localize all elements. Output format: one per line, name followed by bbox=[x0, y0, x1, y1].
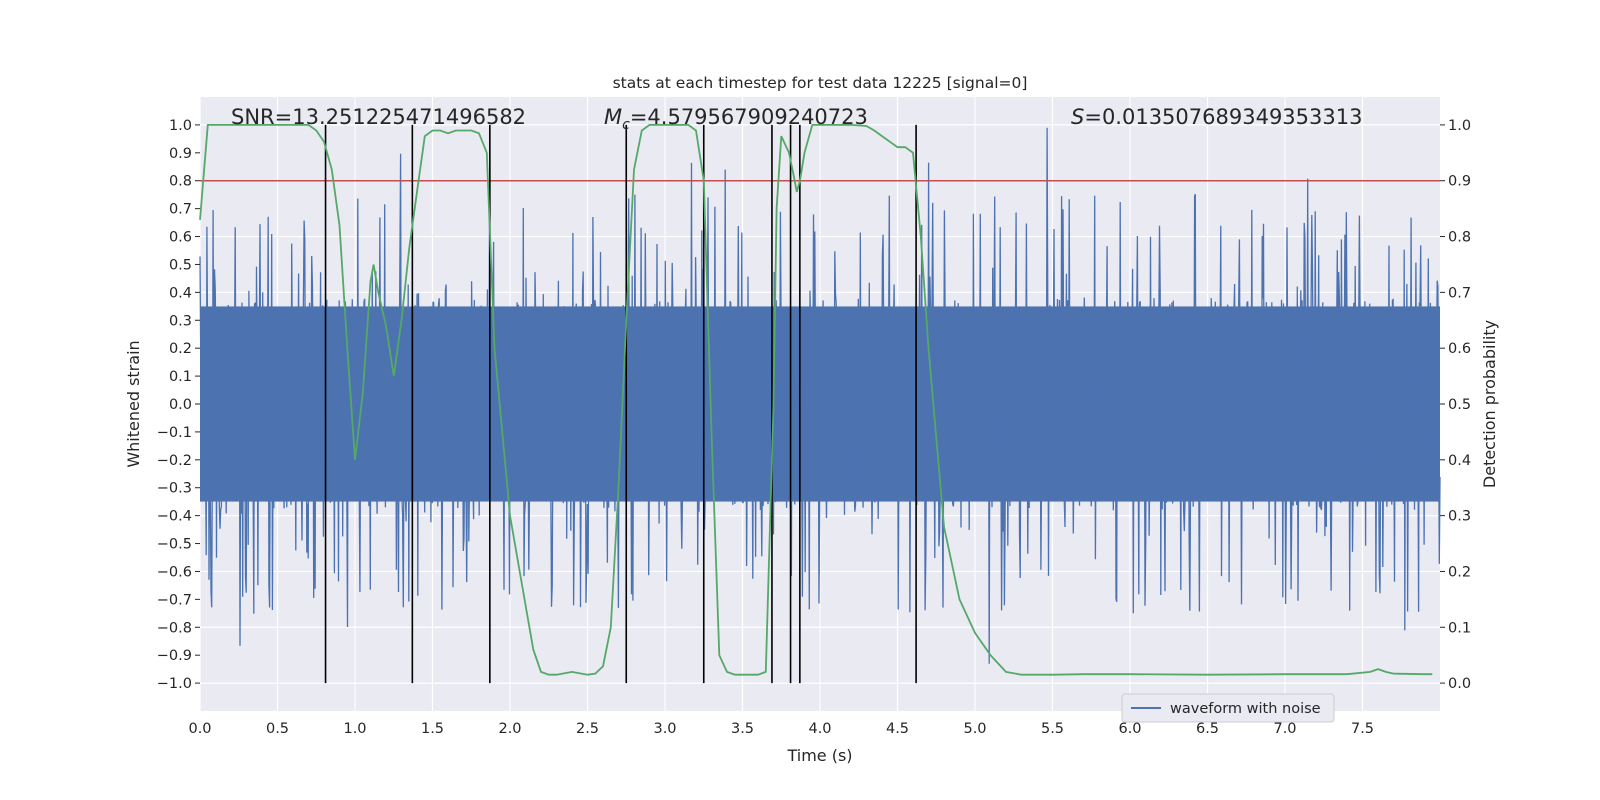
x-axis-label: Time (s) bbox=[786, 746, 852, 765]
y-tick-label: 0.4 bbox=[169, 285, 192, 301]
y2-tick-label: 1.0 bbox=[1448, 118, 1471, 134]
x-axis-ticks: 0.0 0.5 1.0 1.5 2.0 2.5 3.0 3.5 4.0 4.5 5.0 5.5 6.0 6… bbox=[188, 721, 1374, 737]
s-symbol: S bbox=[1071, 105, 1084, 129]
x-tick-label: 6.0 bbox=[1118, 721, 1141, 737]
y2-tick-label: 0.0 bbox=[1448, 676, 1471, 692]
x-tick-label: 0.0 bbox=[188, 721, 211, 737]
y-tick-label: 0.2 bbox=[169, 341, 192, 357]
y-tick-label: −0.3 bbox=[157, 481, 192, 497]
x-tick-label: 4.5 bbox=[886, 721, 909, 737]
x-tick-label: 7.5 bbox=[1351, 721, 1374, 737]
y-tick-label: 0.7 bbox=[169, 202, 192, 218]
y-axis-label: Whitened strain bbox=[124, 340, 143, 467]
right-y-axis-ticks: 1.0 0.9 0.8 0.7 0.6 0.5 0.4 0.3 0.2 0.1 0.0 bbox=[1440, 118, 1471, 692]
legend: waveform with noise bbox=[1121, 693, 1335, 723]
y-tick-label: 0.9 bbox=[169, 146, 192, 162]
y-tick-label: 1.0 bbox=[169, 118, 192, 134]
snr-annotation: SNR=13.251225471496582 bbox=[231, 105, 526, 129]
detection-probability-line bbox=[199, 124, 1433, 676]
x-tick-label: 5.5 bbox=[1041, 721, 1064, 737]
y-tick-label: 0.3 bbox=[169, 313, 192, 329]
y-tick-label: −0.5 bbox=[157, 537, 192, 553]
chirp-mass-value: =4.579567909240723 bbox=[630, 105, 868, 129]
left-y-axis-ticks: 1.0 0.9 0.8 0.7 0.6 0.5 0.4 0.3 0.2 0.1 0.0 −0.1 −0.… bbox=[157, 118, 200, 692]
legend-label-waveform: waveform with noise bbox=[1170, 701, 1321, 717]
vertical-markers bbox=[324, 124, 917, 684]
x-tick-label: 2.0 bbox=[498, 721, 521, 737]
s-annotation: S=0.013507689349353313 bbox=[1071, 105, 1362, 129]
y-tick-label: 0.6 bbox=[169, 230, 192, 246]
y-tick-label: −1.0 bbox=[157, 676, 192, 692]
detection-probability-series bbox=[199, 124, 1433, 676]
x-tick-label: 0.5 bbox=[266, 721, 289, 737]
x-tick-label: 3.0 bbox=[653, 721, 676, 737]
x-tick-label: 5.0 bbox=[963, 721, 986, 737]
waveform-line bbox=[199, 127, 1441, 664]
y2-tick-label: 0.2 bbox=[1448, 564, 1471, 580]
y2-tick-label: 0.4 bbox=[1448, 453, 1471, 469]
y-tick-label: −0.4 bbox=[157, 509, 192, 525]
y-tick-label: −0.7 bbox=[157, 592, 192, 608]
y2-tick-label: 0.6 bbox=[1448, 341, 1471, 357]
waveform-with-noise-series bbox=[199, 127, 1441, 664]
chirp-mass-subscript: c bbox=[622, 117, 630, 133]
x-tick-label: 7.0 bbox=[1273, 721, 1296, 737]
x-tick-label: 3.5 bbox=[731, 721, 754, 737]
chart-title: stats at each timestep for test data 122… bbox=[613, 74, 1028, 92]
y-tick-label: 0.5 bbox=[169, 257, 192, 273]
y-tick-label: 0.8 bbox=[169, 174, 192, 190]
legend-box bbox=[1121, 693, 1335, 723]
y2-tick-label: 0.9 bbox=[1448, 174, 1471, 190]
y-tick-label: −0.8 bbox=[157, 620, 192, 636]
x-tick-label: 2.5 bbox=[576, 721, 599, 737]
y2-tick-label: 0.5 bbox=[1448, 397, 1471, 413]
y-tick-label: 0.0 bbox=[169, 397, 192, 413]
x-tick-label: 6.5 bbox=[1196, 721, 1219, 737]
y-tick-label: 0.1 bbox=[169, 369, 192, 385]
y-tick-label: −0.1 bbox=[157, 425, 192, 441]
y2-tick-label: 0.3 bbox=[1448, 509, 1471, 525]
x-tick-label: 1.0 bbox=[343, 721, 366, 737]
y2-tick-label: 0.8 bbox=[1448, 230, 1471, 246]
x-tick-label: 1.5 bbox=[421, 721, 444, 737]
x-tick-label: 4.0 bbox=[808, 721, 831, 737]
chirp-mass-symbol: M bbox=[604, 105, 622, 129]
y-tick-label: −0.6 bbox=[157, 564, 192, 580]
y2-tick-label: 0.1 bbox=[1448, 620, 1471, 636]
y2-axis-label: Detection probability bbox=[1480, 320, 1499, 488]
y-tick-label: −0.2 bbox=[157, 453, 192, 469]
s-value: =0.013507689349353313 bbox=[1084, 105, 1362, 129]
chirp-mass-annotation: Mc=4.579567909240723 bbox=[604, 105, 868, 133]
y2-tick-label: 0.7 bbox=[1448, 285, 1471, 301]
y-tick-label: −0.9 bbox=[157, 648, 192, 664]
